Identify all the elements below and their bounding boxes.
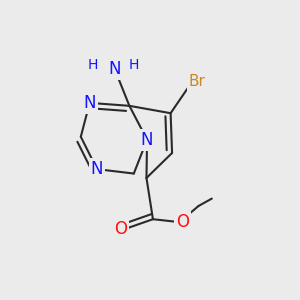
Text: O: O bbox=[114, 220, 127, 238]
Text: N: N bbox=[83, 94, 96, 112]
Text: Br: Br bbox=[189, 74, 206, 89]
Text: H: H bbox=[87, 58, 98, 72]
Text: N: N bbox=[141, 131, 153, 149]
Text: N: N bbox=[108, 60, 121, 78]
Text: O: O bbox=[176, 213, 189, 231]
Text: N: N bbox=[91, 160, 103, 178]
Text: H: H bbox=[129, 58, 139, 72]
